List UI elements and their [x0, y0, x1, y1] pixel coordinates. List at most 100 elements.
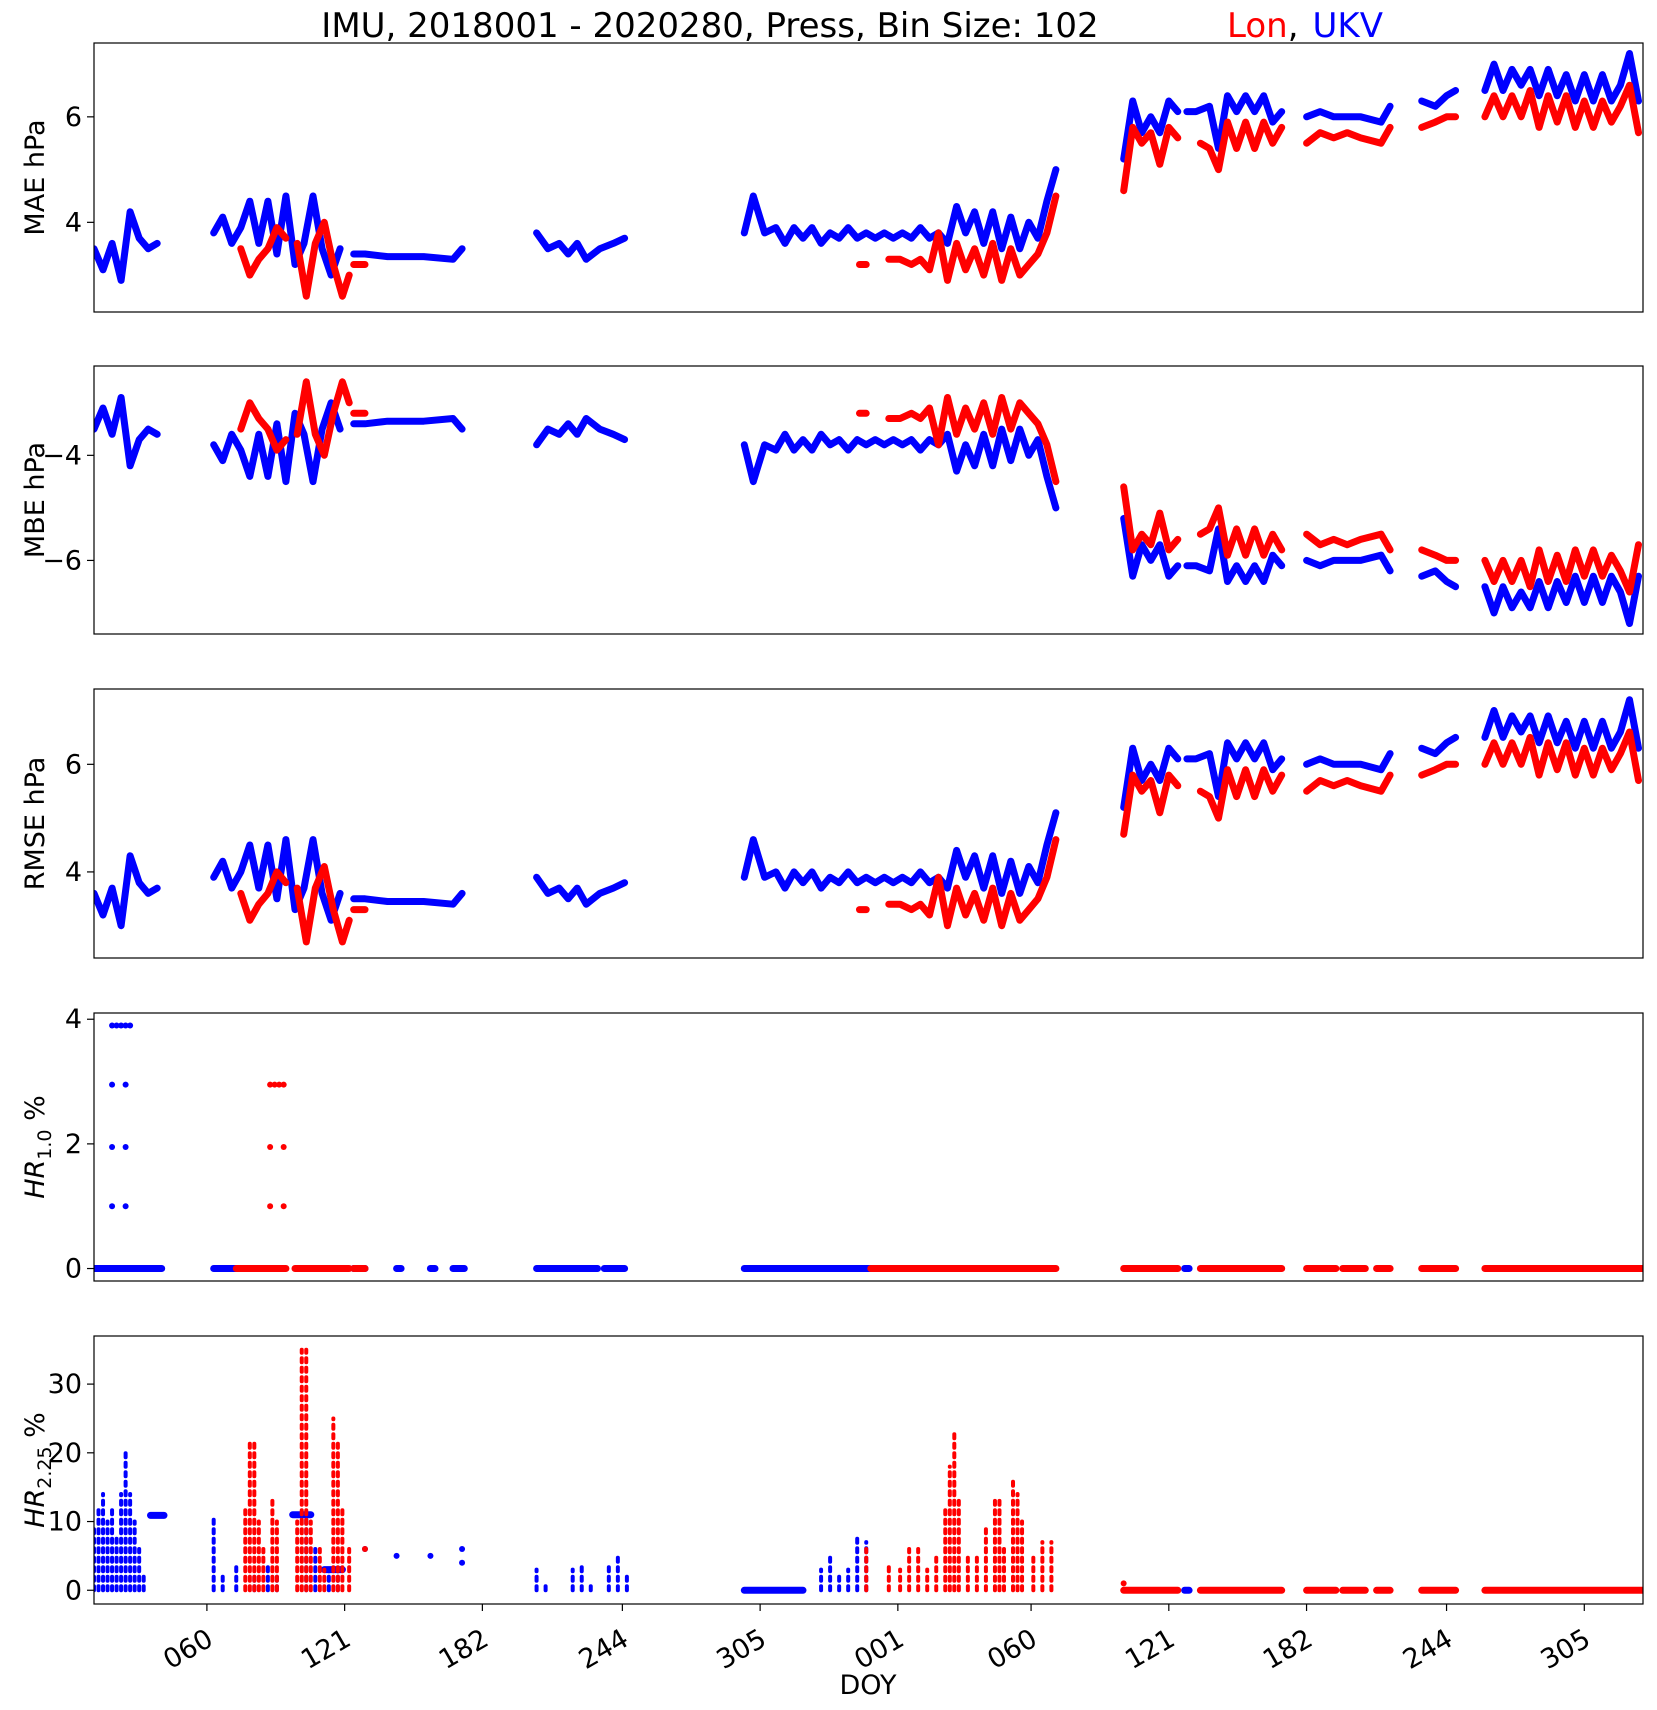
data-point: [127, 1022, 134, 1029]
data-line: [1303, 530, 1394, 554]
data-line: [1481, 572, 1642, 627]
axes-frame: [93, 1335, 1644, 1605]
series-lon: [237, 378, 1642, 596]
data-point: [427, 1552, 434, 1559]
data-point: [122, 1144, 129, 1150]
series-lon: [232, 1081, 1643, 1272]
axes-frame: [93, 688, 1644, 959]
series-lon: [237, 728, 1642, 946]
x-tick-label: 244: [1398, 1623, 1458, 1676]
series-ukv: [94, 394, 1642, 627]
plot-area: [94, 1022, 1643, 1272]
data-line: [1418, 760, 1460, 779]
data-line: [740, 809, 1060, 897]
y-tick-label: 0: [65, 1254, 82, 1285]
y-axis-label: MBE hPa: [20, 442, 51, 558]
data-point: [267, 1144, 274, 1150]
y-axis-label: RMSE hPa: [20, 757, 51, 891]
data-point: [267, 1081, 274, 1088]
data-line: [1418, 733, 1460, 758]
panel-4: 0 2 4 HR1.0 %: [20, 1004, 1644, 1285]
data-point: [1120, 1580, 1127, 1587]
data-point: [276, 1081, 283, 1088]
data-point: [459, 1559, 466, 1566]
plot-area: [94, 50, 1642, 300]
data-point: [361, 1546, 368, 1553]
data-line: [350, 415, 466, 433]
data-line: [1303, 750, 1394, 774]
data-line: [533, 415, 629, 449]
data-point: [109, 1022, 116, 1029]
series-ukv: [94, 696, 1642, 930]
data-line: [885, 394, 1060, 486]
data-line: [1183, 525, 1286, 585]
y-axis-label: MAE hPa: [20, 119, 51, 235]
axes-frame: [93, 365, 1644, 635]
y-tick-label: 4: [65, 857, 82, 888]
series-lon: [237, 81, 1642, 300]
data-line: [1196, 766, 1286, 822]
series-ukv: [94, 50, 1642, 284]
data-line: [1120, 744, 1182, 811]
data-line: [885, 836, 1060, 930]
data-line: [1481, 696, 1642, 752]
y-tick-label: 4: [65, 1004, 82, 1035]
x-tick-label: 060: [982, 1623, 1042, 1676]
data-point: [109, 1081, 116, 1088]
y-tick-label: 6: [65, 102, 82, 133]
x-tick-label: 121: [296, 1623, 356, 1676]
data-point: [267, 1203, 274, 1210]
data-point: [122, 1203, 129, 1210]
data-point: [118, 1022, 125, 1029]
data-line: [293, 378, 353, 459]
data-point: [280, 1203, 287, 1210]
x-tick-label: 060: [158, 1623, 218, 1676]
panel-1: 4 6 MAE hPa: [20, 42, 1644, 313]
data-point: [109, 1144, 116, 1150]
legend-entry-ukv: UKV: [1313, 6, 1383, 46]
data-point: [122, 1081, 129, 1088]
data-line: [1196, 118, 1286, 174]
data-line: [1120, 771, 1182, 838]
data-line: [94, 852, 161, 930]
x-tick-label: 305: [711, 1623, 771, 1676]
x-tick-label: 182: [1258, 1623, 1318, 1676]
data-line: [237, 399, 290, 454]
data-point: [280, 1081, 287, 1088]
y-tick-label: 4: [65, 207, 82, 238]
data-line: [293, 218, 353, 300]
data-line: [1303, 123, 1394, 147]
y-tick-label: 10: [48, 1507, 82, 1538]
data-line: [350, 889, 466, 908]
data-line: [293, 863, 353, 946]
data-line: [1120, 514, 1182, 580]
data-line: [885, 192, 1060, 284]
data-line: [740, 425, 1060, 512]
axes-frame: [93, 42, 1644, 313]
y-tick-label: 20: [48, 1438, 82, 1469]
data-line: [237, 224, 290, 279]
data-line: [1120, 483, 1182, 554]
data-line: [1303, 102, 1394, 126]
data-point: [113, 1022, 120, 1029]
data-line: [350, 245, 466, 263]
x-tick-label: 182: [434, 1623, 494, 1676]
data-line: [94, 394, 161, 470]
data-line: [94, 208, 161, 284]
data-point: [109, 1203, 116, 1210]
legend-separator: ,: [1288, 6, 1299, 46]
chart-title: IMU, 2018001 - 2020280, Press, Bin Size:…: [321, 6, 1098, 46]
data-line: [1418, 87, 1460, 110]
y-tick-label: 30: [48, 1369, 82, 1400]
data-line: [1481, 541, 1642, 596]
y-tick-label: −6: [42, 545, 82, 576]
data-point: [459, 1546, 466, 1553]
plot-area: [94, 696, 1642, 946]
plot-area: [94, 1347, 1643, 1594]
data-line: [237, 868, 290, 924]
series-lon: [243, 1347, 1643, 1594]
legend-entry-lon: Lon: [1227, 6, 1288, 46]
